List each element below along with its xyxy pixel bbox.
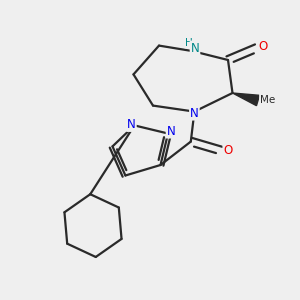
Text: N: N (167, 124, 176, 138)
Text: N: N (127, 118, 136, 131)
Polygon shape (232, 93, 260, 106)
Text: Me: Me (260, 94, 275, 105)
Text: O: O (224, 143, 232, 157)
Text: O: O (259, 40, 268, 53)
Text: N: N (190, 41, 200, 55)
Text: N: N (190, 106, 199, 120)
Text: H: H (185, 38, 193, 48)
